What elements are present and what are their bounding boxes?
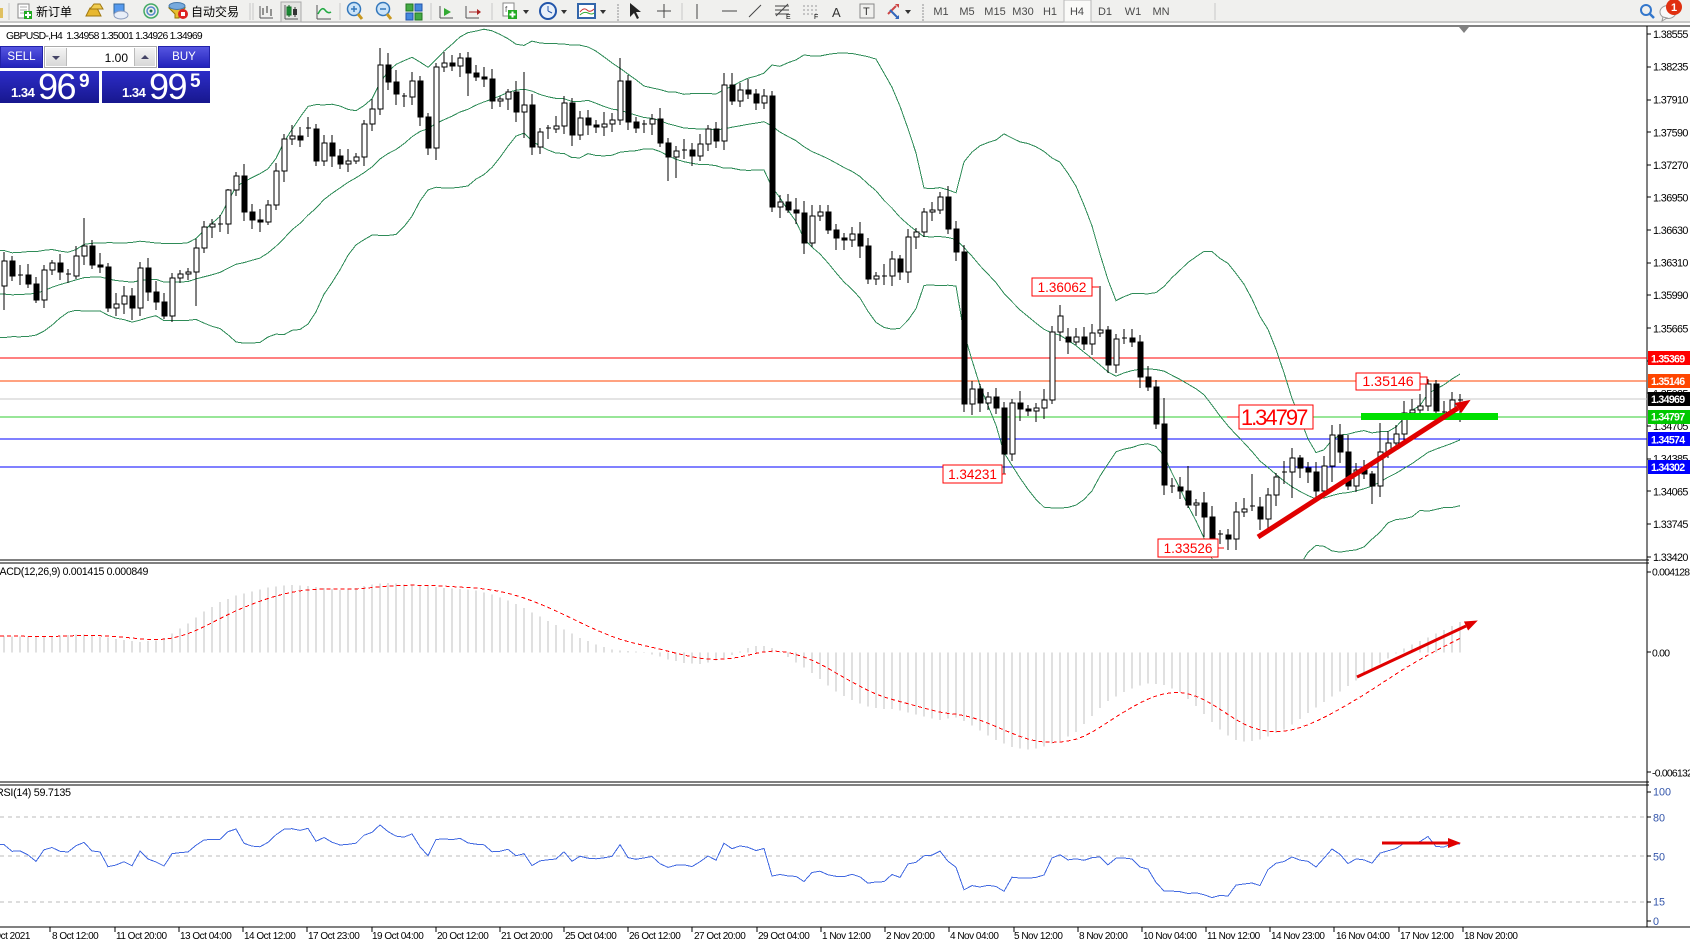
svg-text:0.00: 0.00 — [1652, 648, 1670, 659]
svg-text:0.004128: 0.004128 — [1652, 568, 1690, 579]
svg-text:19 Oct 04:00: 19 Oct 04:00 — [372, 931, 424, 942]
svg-text:5 Nov 12:00: 5 Nov 12:00 — [1014, 931, 1063, 942]
svg-text:E: E — [786, 14, 791, 21]
svg-text:10 Nov 04:00: 10 Nov 04:00 — [1143, 931, 1197, 942]
svg-text:1.36062: 1.36062 — [1038, 280, 1087, 295]
svg-text:1.37590: 1.37590 — [1653, 127, 1688, 139]
svg-text:14 Nov 23:00: 14 Nov 23:00 — [1271, 931, 1325, 942]
svg-text:50: 50 — [1653, 851, 1665, 863]
svg-text:H4: H4 — [1070, 6, 1084, 18]
svg-text:1.38555: 1.38555 — [1653, 29, 1688, 41]
svg-text:13 Oct 04:00: 13 Oct 04:00 — [180, 931, 232, 942]
svg-text:1.34797: 1.34797 — [1241, 405, 1308, 430]
svg-text:8 Oct 12:00: 8 Oct 12:00 — [52, 931, 99, 942]
svg-text:1.35665: 1.35665 — [1653, 323, 1688, 335]
svg-text:0: 0 — [1653, 916, 1659, 928]
svg-text:1.33420: 1.33420 — [1653, 552, 1688, 564]
svg-text:GBPUSD-,H4 1.34958 1.35001 1.: GBPUSD-,H4 1.34958 1.35001 1.34926 1.349… — [6, 31, 203, 42]
svg-text:W1: W1 — [1125, 6, 1142, 18]
svg-text:1.34065: 1.34065 — [1653, 486, 1688, 498]
svg-text:1.34231: 1.34231 — [948, 467, 997, 482]
svg-text:1.37270: 1.37270 — [1653, 160, 1688, 172]
svg-text:17 Oct 23:00: 17 Oct 23:00 — [308, 931, 360, 942]
svg-text:2 Nov 20:00: 2 Nov 20:00 — [886, 931, 935, 942]
svg-text:1.34302: 1.34302 — [1651, 462, 1685, 474]
svg-text:100: 100 — [1653, 787, 1671, 799]
svg-text:1: 1 — [1671, 2, 1677, 14]
svg-text:M30: M30 — [1012, 6, 1033, 18]
svg-text:20 Oct 12:00: 20 Oct 12:00 — [437, 931, 489, 942]
svg-text:1.36950: 1.36950 — [1653, 192, 1688, 204]
svg-text:16 Nov 04:00: 16 Nov 04:00 — [1336, 931, 1390, 942]
svg-text:新订单: 新订单 — [36, 4, 72, 19]
svg-text:1.34574: 1.34574 — [1651, 434, 1685, 446]
svg-text:f: f — [505, 5, 508, 14]
svg-text:4 Nov 04:00: 4 Nov 04:00 — [950, 931, 999, 942]
svg-text:D1: D1 — [1098, 6, 1112, 18]
svg-text:1.35990: 1.35990 — [1653, 290, 1688, 302]
svg-text:M1: M1 — [933, 6, 948, 18]
svg-text:14 Oct 12:00: 14 Oct 12:00 — [244, 931, 296, 942]
svg-text:29 Oct 04:00: 29 Oct 04:00 — [758, 931, 810, 942]
svg-text:1.34797: 1.34797 — [1651, 412, 1685, 424]
svg-text:18 Nov 20:00: 18 Nov 20:00 — [1464, 931, 1518, 942]
svg-text:1.36310: 1.36310 — [1653, 258, 1688, 270]
svg-text:27 Oct 20:00: 27 Oct 20:00 — [694, 931, 746, 942]
svg-text:1 Nov 12:00: 1 Nov 12:00 — [822, 931, 871, 942]
svg-text:80: 80 — [1653, 812, 1665, 824]
svg-text:M5: M5 — [959, 6, 974, 18]
svg-text:1.35146: 1.35146 — [1651, 376, 1685, 388]
svg-text:11 Nov 12:00: 11 Nov 12:00 — [1207, 931, 1261, 942]
svg-text:1.38235: 1.38235 — [1653, 62, 1688, 74]
svg-text:-0.006132: -0.006132 — [1652, 768, 1690, 779]
svg-text:15: 15 — [1653, 897, 1665, 909]
svg-text:1.35146: 1.35146 — [1362, 374, 1413, 390]
svg-text:21 Oct 20:00: 21 Oct 20:00 — [501, 931, 553, 942]
svg-text:MN: MN — [1152, 6, 1169, 18]
svg-text:RSI(14) 59.7135: RSI(14) 59.7135 — [0, 787, 71, 799]
svg-text:1.35369: 1.35369 — [1651, 353, 1685, 365]
svg-text:17 Nov 12:00: 17 Nov 12:00 — [1400, 931, 1454, 942]
svg-text:1.34969: 1.34969 — [1651, 394, 1685, 406]
svg-text:25 Oct 04:00: 25 Oct 04:00 — [565, 931, 617, 942]
svg-text:F: F — [814, 14, 818, 21]
svg-text:1.33526: 1.33526 — [1164, 541, 1213, 556]
svg-text:自动交易: 自动交易 — [191, 4, 239, 19]
svg-text:T: T — [863, 6, 870, 18]
svg-text:M15: M15 — [984, 6, 1005, 18]
svg-text:8 Nov 20:00: 8 Nov 20:00 — [1079, 931, 1128, 942]
svg-text:26 Oct 12:00: 26 Oct 12:00 — [629, 931, 681, 942]
svg-text:7 Oct 2021: 7 Oct 2021 — [0, 931, 31, 942]
svg-text:A: A — [832, 5, 841, 20]
svg-text:1.37910: 1.37910 — [1653, 95, 1688, 107]
svg-text:MACD(12,26,9) 0.001415 0.00084: MACD(12,26,9) 0.001415 0.000849 — [0, 566, 148, 578]
svg-text:11 Oct 20:00: 11 Oct 20:00 — [116, 931, 167, 942]
svg-text:1.36630: 1.36630 — [1653, 225, 1688, 237]
svg-text:H1: H1 — [1043, 6, 1057, 18]
svg-text:1.34705: 1.34705 — [1653, 421, 1688, 433]
svg-text:1.33745: 1.33745 — [1653, 519, 1688, 531]
